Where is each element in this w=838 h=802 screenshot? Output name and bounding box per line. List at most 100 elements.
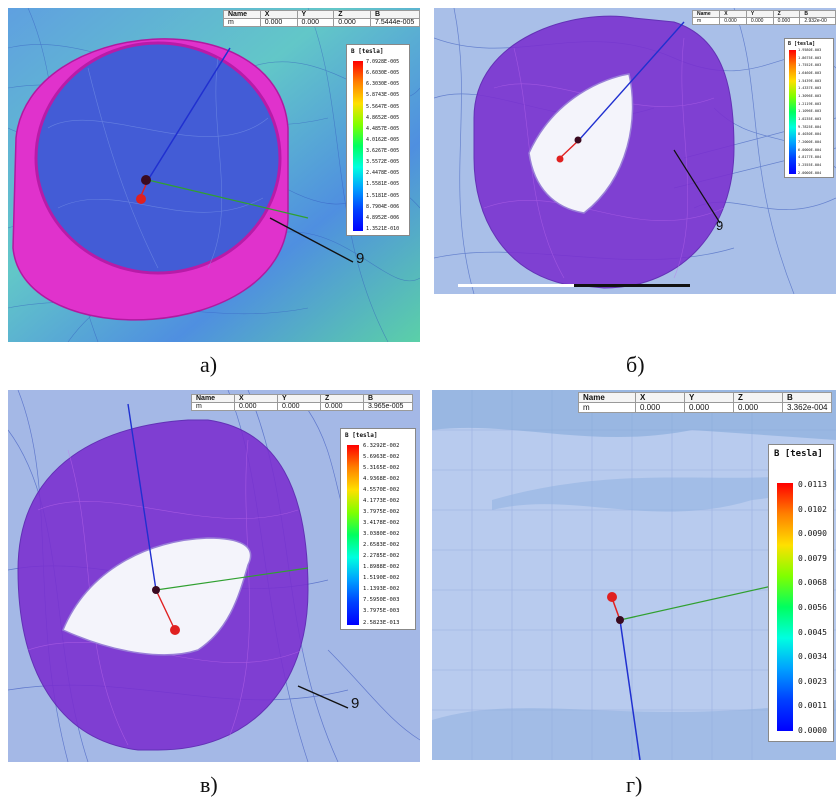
- panel-a-caption: а): [200, 352, 218, 377]
- legend-ticks: 0.0113 0.0102 0.0090 0.0079 0.0068 0.005…: [798, 481, 827, 735]
- legend-tick: 8.7904E-006: [366, 203, 400, 210]
- legend-tick: 0.0000: [798, 725, 827, 735]
- legend-tick: 7.0928E-005: [366, 59, 400, 65]
- panel-d-caption: г): [626, 772, 643, 797]
- legend-tick: 1.5181E-005: [366, 192, 400, 199]
- legend-tick: 0.0068: [798, 578, 827, 588]
- table-cell: m: [223, 18, 261, 27]
- table-header-cell: Name: [191, 394, 235, 403]
- table-header-cell: X: [635, 392, 685, 403]
- legend-tick: 6.0000E-004: [798, 147, 822, 152]
- table-header-cell: B: [363, 394, 413, 403]
- legend-title: B [tesla]: [788, 41, 816, 47]
- panel-b: 9 Name X Y Z B m 0.000 0.000 0.000 2.932…: [434, 8, 836, 294]
- table-header-row: Name X Y Z B: [191, 394, 413, 403]
- legend-tick: 8.4030E-004: [798, 132, 822, 137]
- legend-tick: 0.0045: [798, 627, 827, 637]
- table-cell: 0.000: [719, 17, 747, 25]
- legend-tick: 0.0102: [798, 504, 827, 514]
- legend-title: B [tesla]: [351, 48, 384, 55]
- legend-color-bar: [347, 445, 359, 625]
- legend-tick: 4.0162E-005: [366, 136, 400, 143]
- table-cell: 0.000: [333, 18, 371, 27]
- legend-tick: 3.7975E-002: [363, 509, 400, 516]
- legend-tick: 1.2119E-003: [798, 101, 822, 106]
- legend-tick: 1.7552E-003: [798, 63, 822, 68]
- legend-tick: 2.5823E-013: [363, 619, 400, 626]
- legend-tick: 7.5950E-003: [363, 597, 400, 604]
- table-cell: m: [191, 402, 235, 411]
- legend-tick: 1.5439E-003: [798, 78, 822, 83]
- legend-tick: 0.0090: [798, 529, 827, 539]
- table-header-row: Name X Y Z B: [578, 392, 833, 403]
- panel-c-measurement-table: Name X Y Z B m 0.000 0.000 0.000 3.965e-…: [191, 394, 413, 411]
- legend-tick: 6.3030E-005: [366, 81, 400, 88]
- panel-a-pointer-label: 9: [356, 250, 365, 267]
- table-cell: 0.000: [772, 17, 801, 25]
- legend-tick: 3.2555E-004: [798, 162, 822, 167]
- legend-tick: 0.0079: [798, 553, 827, 563]
- table-header-cell: X: [259, 10, 298, 19]
- legend-tick: 2.2785E-002: [363, 553, 400, 560]
- panel-a: 9 Name X Y Z B m 0.000 0.000 0.000 7.544…: [8, 8, 420, 342]
- legend-tick: 6.3292E-002: [363, 443, 400, 449]
- table-header-cell: Y: [277, 394, 321, 403]
- legend-tick: 3.5572E-005: [366, 159, 400, 166]
- legend-tick: 4.8952E-006: [366, 214, 400, 221]
- table-cell: 7.5444e-005: [369, 18, 420, 27]
- legend-color-bar: [789, 50, 796, 174]
- legend-tick: 3.0380E-002: [363, 531, 400, 538]
- table-header-cell: X: [234, 394, 278, 403]
- table-row: m 0.000 0.000 0.000 3.965e-005: [191, 402, 413, 411]
- legend-tick: 2.6583E-002: [363, 542, 400, 549]
- table-header-row: Name X Y Z B: [223, 10, 420, 19]
- legend-ticks: 1.9580E-003 1.8675E-003 1.7552E-003 1.64…: [798, 48, 822, 175]
- table-cell: 0.000: [745, 17, 774, 25]
- panel-c-color-legend: B [tesla] 6.3292E-002 5.6963E-002 5.3165…: [340, 428, 416, 630]
- legend-tick: 0.0034: [798, 652, 827, 662]
- legend-tick: 1.6460E-003: [798, 70, 822, 75]
- legend-tick: 1.8675E-003: [798, 55, 822, 60]
- legend-tick: 1.5581E-005: [366, 181, 400, 188]
- legend-tick: 1.1393E-002: [363, 586, 400, 593]
- table-header-cell: Y: [296, 10, 335, 19]
- table-header-cell: Z: [772, 10, 801, 18]
- panel-c-pointer-label: 9: [351, 695, 360, 712]
- table-header-cell: Name: [691, 10, 721, 18]
- legend-color-bar: [353, 61, 363, 231]
- table-row: m 0.000 0.000 0.000 3.362e-004: [578, 402, 833, 413]
- legend-ticks: 6.3292E-002 5.6963E-002 5.3165E-002 4.93…: [363, 443, 400, 626]
- legend-tick: 5.6963E-002: [363, 454, 400, 461]
- table-cell: m: [578, 402, 636, 413]
- panel-b-pointer-label: 9: [716, 218, 724, 233]
- table-cell: 0.000: [277, 402, 321, 411]
- panel-a-color-legend: B [tesla] 7.0928E-005 6.6030E-005 6.3030…: [346, 44, 410, 236]
- legend-tick: 1.5190E-002: [363, 575, 400, 582]
- legend-tick: 4.5570E-002: [363, 487, 400, 494]
- table-cell: 0.000: [635, 402, 685, 413]
- table-cell: m: [691, 17, 721, 25]
- table-header-cell: Y: [684, 392, 734, 403]
- table-header-cell: Z: [733, 392, 783, 403]
- table-header-cell: B: [781, 392, 833, 403]
- legend-tick: 1.3096E-003: [798, 93, 822, 98]
- panel-d-measurement-table: Name X Y Z B m 0.000 0.000 0.000 3.362e-…: [578, 392, 833, 413]
- table-header-cell: X: [719, 10, 747, 18]
- legend-tick: 3.6267E-005: [366, 148, 400, 154]
- legend-color-bar: [777, 483, 793, 731]
- legend-tick: 7.2000E-004: [798, 139, 822, 144]
- legend-tick: 5.3165E-002: [363, 465, 400, 472]
- legend-tick: 1.1096E-003: [798, 109, 822, 114]
- table-cell: 0.000: [234, 402, 278, 411]
- panel-b-caption: б): [626, 352, 645, 377]
- table-row: m 0.000 0.000 0.000 2.932e-00: [691, 17, 836, 25]
- legend-tick: 6.6030E-005: [366, 70, 400, 77]
- legend-tick: 0.0011: [798, 701, 827, 711]
- table-header-cell: B: [369, 10, 420, 19]
- table-cell: 0.000: [320, 402, 364, 411]
- table-cell: 0.000: [259, 18, 298, 27]
- legend-tick: 2.4478E-005: [366, 170, 400, 177]
- table-header-cell: Name: [578, 392, 636, 403]
- panel-d: Name X Y Z B m 0.000 0.000 0.000 3.362e-…: [432, 390, 836, 760]
- legend-tick: 3.4178E-002: [363, 520, 400, 527]
